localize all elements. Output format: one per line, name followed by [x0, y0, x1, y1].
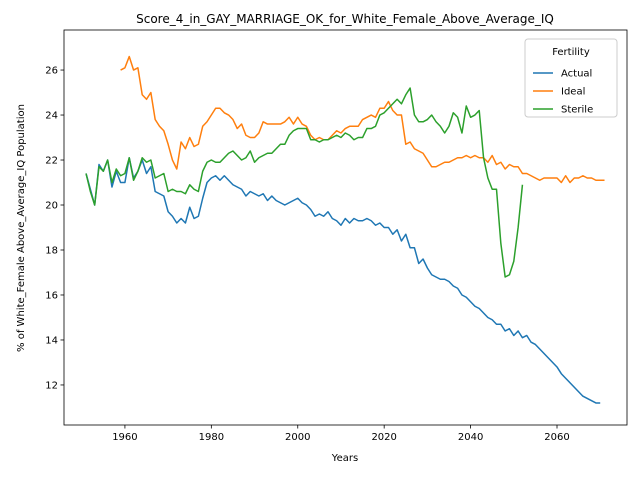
- legend-box: [524, 38, 618, 118]
- line-series: [85, 157, 601, 404]
- y-tick-label: 14: [45, 335, 58, 346]
- legend-title: Fertility: [552, 47, 590, 58]
- x-tick-label: 2020: [371, 432, 396, 443]
- x-tick-label: 2060: [544, 432, 569, 443]
- y-tick-label: 22: [45, 156, 58, 167]
- line-series: [85, 87, 524, 278]
- y-tick-label: 16: [45, 290, 58, 301]
- x-tick-label: 1980: [199, 432, 224, 443]
- line-series: [120, 55, 605, 184]
- y-tick-label: 18: [45, 245, 58, 256]
- x-tick-label: 1960: [112, 432, 137, 443]
- x-axis-label: Years: [331, 453, 358, 464]
- legend-label: Actual: [561, 69, 592, 80]
- y-axis-label: % of White_Female Above_Average_IQ Popul…: [16, 104, 27, 352]
- y-tick-label: 26: [45, 66, 58, 77]
- plot-frame: [63, 29, 628, 426]
- chart-title: Score_4_in_GAY_MARRIAGE_OK_for_White_Fem…: [136, 12, 554, 26]
- legend-label: Sterile: [561, 105, 593, 116]
- y-tick-label: 20: [45, 201, 58, 212]
- legend-label: Ideal: [561, 87, 585, 98]
- x-tick-label: 2000: [285, 432, 310, 443]
- y-tick-label: 12: [45, 380, 58, 391]
- x-tick-label: 2040: [458, 432, 483, 443]
- y-tick-label: 24: [45, 111, 58, 122]
